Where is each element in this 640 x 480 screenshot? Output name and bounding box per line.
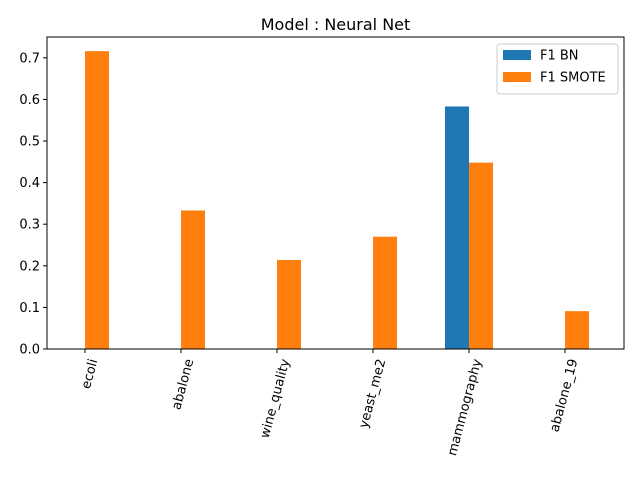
y-tick-label: 0.4 <box>19 176 40 191</box>
bar-yeast-me2-f1-smote <box>373 236 397 349</box>
x-tick-label-ecoli: ecoli <box>79 357 101 390</box>
y-axis: 0.0 0.1 0.2 0.3 0.4 0.5 0.6 0.7 <box>19 51 47 358</box>
x-tick-label-abalone: abalone <box>169 357 197 411</box>
x-tick-label-abalone-19: abalone_19 <box>547 357 581 433</box>
y-tick-label: 0.1 <box>19 301 40 316</box>
x-tick-label-yeast-me2: yeast_me2 <box>357 357 390 429</box>
legend-label-f1-bn: F1 BN <box>540 49 579 64</box>
bar-mammography-f1-smote <box>469 162 493 349</box>
y-tick-label: 0.7 <box>19 51 40 66</box>
bar-ecoli-f1-smote <box>85 51 109 349</box>
y-tick-label: 0.5 <box>19 135 40 150</box>
legend-swatch-f1-smote <box>503 72 531 82</box>
legend-swatch-f1-bn <box>503 50 531 60</box>
bar-abalone-19-f1-smote <box>565 311 589 349</box>
y-tick-label: 0.6 <box>19 93 40 108</box>
x-axis: ecoli abalone wine_quality yeast_me2 mammogr… <box>79 349 581 458</box>
bar-mammography-f1-bn <box>445 106 469 349</box>
bar-wine-quality-f1-smote <box>277 259 301 349</box>
bar-abalone-f1-smote <box>181 210 205 349</box>
y-tick-label: 0.2 <box>19 259 40 274</box>
bars-group <box>85 51 589 349</box>
chart-title: Model : Neural Net <box>261 15 411 34</box>
legend-label-f1-smote: F1 SMOTE <box>540 71 606 86</box>
legend: F1 BN F1 SMOTE <box>496 43 619 95</box>
x-tick-label-mammography: mammography <box>445 357 485 457</box>
x-tick-label-wine-quality: wine_quality <box>258 357 294 440</box>
y-tick-label: 0.3 <box>19 218 40 233</box>
y-tick-label: 0.0 <box>19 343 40 358</box>
plot-frame <box>46 36 625 350</box>
